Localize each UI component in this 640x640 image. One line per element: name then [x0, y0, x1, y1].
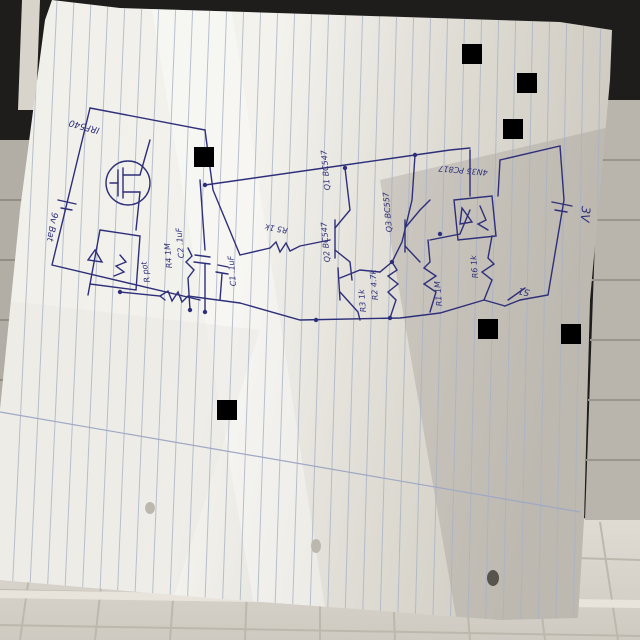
paper-rule-line — [343, 0, 364, 620]
label-pot: R pot — [139, 260, 152, 283]
label-r3: R3 1k — [357, 289, 368, 313]
paper-rule-line — [97, 0, 126, 620]
redaction-marks — [194, 44, 581, 420]
label-r5: R5 1k — [264, 222, 288, 235]
paper-rule-line — [132, 0, 160, 620]
paper-rule-line — [220, 0, 245, 620]
label-q3: Q3 BC557 — [381, 191, 394, 233]
paper-rule-line — [44, 0, 75, 620]
paper-rule-line — [185, 0, 211, 620]
redaction-square — [503, 119, 523, 139]
paper-rule-line — [115, 0, 143, 620]
redaction-square — [462, 44, 482, 64]
paper-rule-line — [414, 0, 432, 620]
redaction-square — [517, 73, 537, 93]
paper-rule-line — [9, 0, 41, 620]
paper-rule-line — [79, 0, 109, 620]
paper-rule-line — [255, 0, 279, 620]
paper-rule-line — [326, 0, 347, 620]
paper-rule-line — [203, 0, 228, 620]
paper-rule-line — [379, 0, 398, 620]
paper-rule-line — [519, 0, 534, 620]
label-q1: Q1 BC547 — [319, 149, 332, 191]
label-s1: S1 — [518, 285, 531, 297]
paper-rule-line — [62, 0, 92, 620]
paper-rule-line — [150, 0, 177, 620]
paper-rule-line — [467, 0, 483, 620]
label-r1: R1 1M — [433, 281, 444, 307]
label-opto: 4N35 PC817 — [437, 164, 488, 177]
paper-rule-line — [537, 0, 551, 620]
redaction-square — [217, 400, 237, 420]
paper-rule-line — [27, 0, 58, 620]
label-c1: C1 .1uF — [226, 255, 238, 287]
label-c2: C2 .1uF — [174, 227, 186, 259]
circuit-labels: 9v Bat IRF540 R pot R4 1M C2 .1uF C1 .1u… — [44, 117, 593, 313]
paper-rule-line — [396, 0, 415, 620]
paper-rule-line — [361, 0, 381, 620]
paper-rule-line — [431, 0, 449, 620]
redaction-square — [194, 147, 214, 167]
label-r2: R2 4.7k — [368, 269, 380, 301]
label-battery-right: 3V — [578, 206, 593, 224]
paper-rule-line — [555, 0, 568, 620]
circuit-drawing — [51, 107, 573, 323]
paper-rule-line — [238, 0, 262, 620]
paper-rule-line — [449, 0, 466, 620]
label-r6: R6 1k — [469, 255, 480, 279]
paper-rule-line — [572, 0, 585, 620]
label-r4: R4 1M — [163, 243, 174, 269]
paper-rule-line — [273, 0, 296, 620]
paper-rule-line — [502, 0, 517, 620]
label-q2: Q2 BC547 — [319, 221, 332, 263]
redaction-square — [478, 319, 498, 339]
paper-rule-line — [167, 0, 194, 620]
redaction-square — [561, 324, 581, 344]
